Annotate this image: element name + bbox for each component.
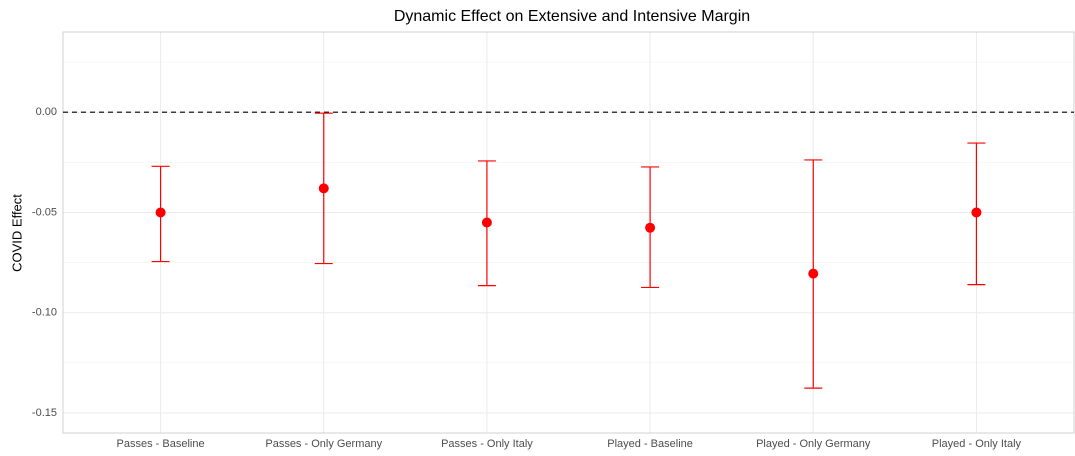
x-tick-label: Passes - Baseline bbox=[117, 438, 205, 450]
x-tick-label: Passes - Only Germany bbox=[265, 438, 382, 450]
y-tick-label: -0.05 bbox=[32, 206, 57, 218]
point bbox=[971, 207, 982, 218]
plot-border bbox=[62, 31, 1075, 434]
point bbox=[481, 217, 492, 228]
y-tick-label: -0.15 bbox=[32, 407, 57, 419]
x-tick-label: Played - Baseline bbox=[607, 438, 693, 450]
x-tick-label: Played - Only Italy bbox=[932, 438, 1022, 450]
point bbox=[645, 222, 656, 233]
chart-title: Dynamic Effect on Extensive and Intensiv… bbox=[394, 8, 750, 25]
point bbox=[318, 183, 329, 194]
y-tick-label: 0.00 bbox=[36, 106, 57, 118]
point bbox=[808, 268, 819, 279]
y-axis-label: COVID Effect bbox=[9, 194, 24, 272]
point bbox=[155, 207, 166, 218]
y-tick-label: -0.10 bbox=[32, 307, 57, 319]
x-tick-label: Played - Only Germany bbox=[756, 438, 871, 450]
x-tick-label: Passes - Only Italy bbox=[441, 438, 533, 450]
